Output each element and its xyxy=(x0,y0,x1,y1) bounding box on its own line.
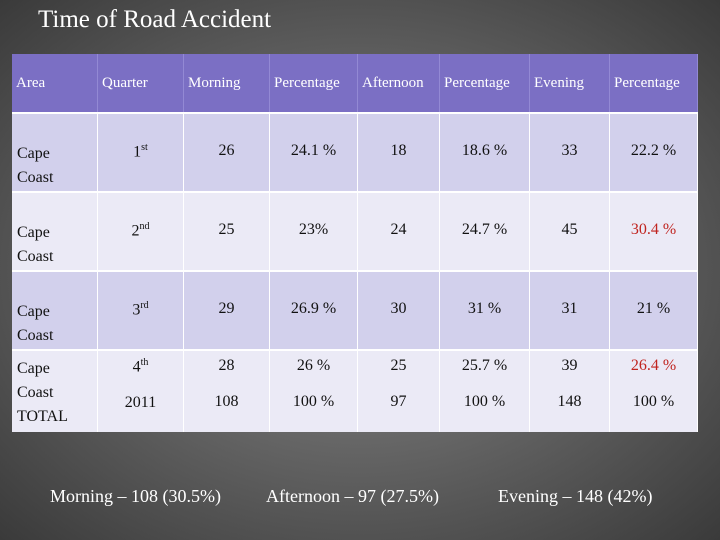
area-line: Cape xyxy=(17,224,50,241)
table-row: Cape Coast 2nd 25 23% 24 24.7 % 45 30.4 % xyxy=(12,191,698,270)
header-afternoon: Afternoon xyxy=(358,54,440,112)
header-area: Area xyxy=(12,54,98,112)
evening-pct-cell: 22.2 % xyxy=(610,112,698,191)
evening-pct-cell: 30.4 % xyxy=(610,191,698,270)
afternoon-cell: 30 xyxy=(358,270,440,349)
header-morning: Morning xyxy=(184,54,270,112)
header-evening-percentage: Percentage xyxy=(610,54,698,112)
afternoon-cell: 24 xyxy=(358,191,440,270)
slide-title: Time of Road Accident xyxy=(38,6,272,33)
morning-cell: 29 xyxy=(184,270,270,349)
area-line: Cape xyxy=(17,360,50,377)
evening-cell: 33 xyxy=(530,112,610,191)
quarter-cell: 3rd xyxy=(98,270,184,349)
total-evening: 148 xyxy=(557,393,582,410)
area-line: Coast xyxy=(17,248,54,265)
quarter-cell: 1st xyxy=(98,112,184,191)
quarter-number: 3 xyxy=(132,301,141,319)
quarter-suffix: nd xyxy=(139,221,150,232)
total-evening-pct: 100 % xyxy=(632,393,675,410)
total-afternoon: 97 xyxy=(390,393,407,410)
area-cell: Cape Coast xyxy=(12,270,98,349)
evening-cell: 31 xyxy=(530,270,610,349)
table-row: Cape Coast 3rd 29 26.9 % 30 31 % 31 21 % xyxy=(12,270,698,349)
header-evening: Evening xyxy=(530,54,610,112)
afternoon-cell: 18 xyxy=(358,112,440,191)
morning-cell: 26 xyxy=(184,112,270,191)
accident-table-container: Area Quarter Morning Percentage Afternoo… xyxy=(12,54,698,432)
total-afternoon-pct: 100 % xyxy=(463,393,506,410)
afternoon-pct-cell: 25.7 % 100 % xyxy=(440,349,530,432)
total-morning-pct: 100 % xyxy=(292,393,335,410)
afternoon-pct-cell: 31 % xyxy=(440,270,530,349)
header-quarter: Quarter xyxy=(98,54,184,112)
summary-morning: Morning – 108 (30.5%) xyxy=(50,486,221,506)
header-row: Area Quarter Morning Percentage Afternoo… xyxy=(12,54,698,112)
total-morning: 108 xyxy=(214,393,239,410)
evening-pct-value: 26.4 % xyxy=(630,357,677,374)
evening-cell: 45 xyxy=(530,191,610,270)
morning-pct-cell: 26 % 100 % xyxy=(270,349,358,432)
area-line: Cape xyxy=(17,145,50,162)
quarter-number: 4 xyxy=(132,358,141,376)
afternoon-value: 25 xyxy=(390,357,407,374)
quarter-suffix: th xyxy=(140,357,149,368)
header-morning-percentage: Percentage xyxy=(270,54,358,112)
afternoon-pct-cell: 18.6 % xyxy=(440,112,530,191)
area-cell: Cape Coast TOTAL xyxy=(12,349,98,432)
area-line: Coast xyxy=(17,327,54,344)
morning-pct-cell: 26.9 % xyxy=(270,270,358,349)
total-label: TOTAL xyxy=(17,408,68,425)
quarter-number: 1 xyxy=(133,143,142,161)
quarter-suffix: st xyxy=(141,142,148,153)
morning-pct-cell: 23% xyxy=(270,191,358,270)
header-afternoon-percentage: Percentage xyxy=(440,54,530,112)
morning-pct-value: 26 % xyxy=(296,357,331,374)
morning-cell: 28 108 xyxy=(184,349,270,432)
quarter-cell: 2nd xyxy=(98,191,184,270)
summary-afternoon: Afternoon – 97 (27.5%) xyxy=(266,486,439,506)
quarter-number: 2 xyxy=(131,222,140,240)
area-cell: Cape Coast xyxy=(12,112,98,191)
afternoon-pct-cell: 24.7 % xyxy=(440,191,530,270)
area-line: Coast xyxy=(17,169,54,186)
area-cell: Cape Coast xyxy=(12,191,98,270)
evening-cell: 39 148 xyxy=(530,349,610,432)
area-line: Cape xyxy=(17,303,50,320)
table-row: Cape Coast TOTAL 4th 2011 28 108 26 % 100 % 2… xyxy=(12,349,698,432)
table-row: Cape Coast 1st 26 24.1 % 18 18.6 % 33 22.… xyxy=(12,112,698,191)
evening-value: 39 xyxy=(561,357,578,374)
quarter-suffix: rd xyxy=(140,300,149,311)
total-quarter: 2011 xyxy=(124,394,157,412)
evening-pct-cell: 26.4 % 100 % xyxy=(610,349,698,432)
evening-pct-cell: 21 % xyxy=(610,270,698,349)
afternoon-cell: 25 97 xyxy=(358,349,440,432)
area-line: Coast xyxy=(17,384,54,401)
quarter-cell: 4th 2011 xyxy=(98,349,184,432)
morning-cell: 25 xyxy=(184,191,270,270)
summary-evening: Evening – 148 (42%) xyxy=(498,486,653,506)
morning-value: 28 xyxy=(218,357,235,374)
morning-pct-cell: 24.1 % xyxy=(270,112,358,191)
accident-table: Area Quarter Morning Percentage Afternoo… xyxy=(12,54,698,432)
afternoon-pct-value: 25.7 % xyxy=(461,357,508,374)
